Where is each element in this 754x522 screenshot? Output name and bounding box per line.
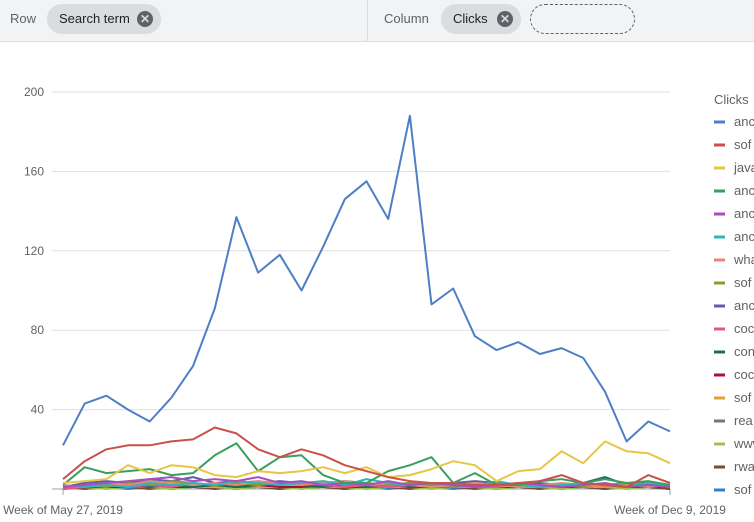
series-line-14 bbox=[62, 486, 670, 490]
series-line-2 bbox=[62, 440, 671, 484]
legend-label-0: anc bbox=[734, 114, 754, 129]
search-term-chip-label: Search term bbox=[59, 11, 130, 26]
x-tick-label-end: Week of Dec 9, 2019 bbox=[614, 503, 726, 517]
legend-label-11: coc bbox=[734, 367, 754, 382]
y-tick-label: 160 bbox=[24, 164, 44, 178]
column-label: Column bbox=[384, 11, 429, 26]
legend-label-12: sof bbox=[734, 390, 752, 405]
legend-label-10: con bbox=[734, 344, 754, 359]
x-tick-label-start: Week of May 27, 2019 bbox=[3, 503, 123, 517]
legend-label-4: anc bbox=[734, 206, 754, 221]
legend-label-15: rwa bbox=[734, 459, 754, 474]
legend-label-8: anc bbox=[734, 298, 754, 313]
y-tick-label: 200 bbox=[24, 85, 44, 99]
legend-label-13: rea bbox=[734, 413, 754, 428]
series-line-0 bbox=[62, 114, 671, 446]
legend-label-3: anc bbox=[734, 183, 754, 198]
y-tick-label: 80 bbox=[31, 323, 45, 337]
row-label: Row bbox=[10, 11, 37, 26]
line-chart: 40 80 120 160 200 Week of May 27, 2019 Week of… bbox=[3, 85, 754, 517]
legend-title: Clicks bbox=[714, 92, 749, 107]
y-tick-label: 40 bbox=[31, 403, 45, 417]
legend-label-16: sof bbox=[734, 482, 752, 497]
clicks-chip-label: Clicks bbox=[453, 11, 488, 26]
legend-label-1: sof bbox=[734, 137, 752, 152]
series-line-4 bbox=[62, 476, 671, 488]
legend-label-5: anc bbox=[734, 229, 754, 244]
search-term-chip[interactable]: Search term ✕ bbox=[47, 4, 161, 34]
column-drop-zone[interactable] bbox=[530, 4, 635, 34]
series-line-5 bbox=[63, 478, 671, 488]
series-line-3 bbox=[62, 442, 671, 486]
remove-clicks-icon[interactable]: ✕ bbox=[497, 11, 513, 27]
remove-search-term-icon[interactable]: ✕ bbox=[137, 11, 153, 27]
clicks-chip[interactable]: Clicks ✕ bbox=[441, 4, 521, 34]
toolbar-divider bbox=[367, 0, 368, 42]
legend-label-14: www bbox=[733, 436, 754, 451]
series-line-1 bbox=[62, 426, 671, 488]
pivot-toolbar: Row Search term ✕ Column Clicks ✕ bbox=[0, 0, 754, 42]
y-tick-label: 120 bbox=[24, 244, 44, 258]
legend-label-6: wha bbox=[733, 252, 754, 267]
legend-label-9: coc bbox=[734, 321, 754, 336]
legend-label-7: sof bbox=[734, 275, 752, 290]
